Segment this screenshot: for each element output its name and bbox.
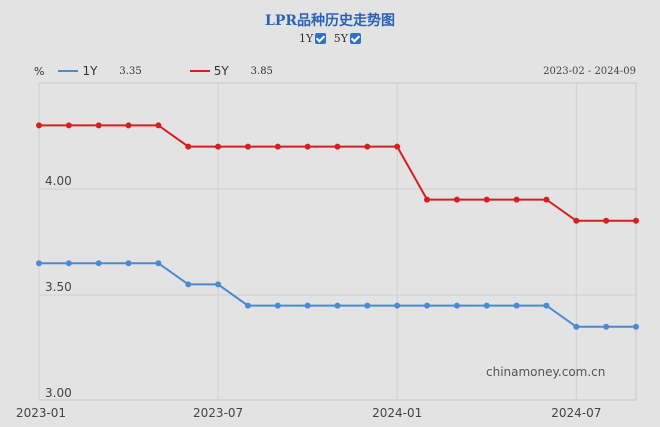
x-tick-label: 2024-07 [551, 406, 602, 420]
legend-swatch-1y [58, 70, 79, 72]
watermark: chinamoney.com.cn [486, 365, 606, 379]
chart-title: LPR品种历史走势图 [264, 13, 395, 29]
data-point[interactable] [65, 260, 72, 267]
data-point[interactable] [453, 196, 460, 203]
data-point[interactable] [125, 122, 132, 129]
data-point[interactable] [36, 122, 42, 129]
data-point[interactable] [483, 302, 490, 309]
data-point[interactable] [334, 143, 341, 150]
data-point[interactable] [603, 323, 610, 330]
data-point[interactable] [155, 122, 162, 129]
series-line-5y [39, 124, 636, 222]
legend-swatch-5y [189, 70, 210, 72]
y-tick-label: 4.00 [45, 174, 72, 188]
data-point[interactable] [304, 143, 311, 150]
data-point[interactable] [334, 302, 341, 309]
data-point[interactable] [633, 217, 639, 224]
data-point[interactable] [603, 217, 610, 224]
checkbox-checked-icon[interactable] [350, 33, 362, 44]
legend-label-5y: 5Y [213, 64, 229, 78]
data-point[interactable] [573, 217, 580, 224]
data-point[interactable] [513, 196, 520, 203]
data-point[interactable] [125, 260, 132, 267]
data-point[interactable] [215, 143, 222, 150]
x-tick-label: 2024-01 [372, 406, 423, 420]
data-point[interactable] [215, 281, 222, 288]
date-range: 2023-02 - 2024-09 [543, 66, 636, 77]
data-point[interactable] [364, 143, 371, 150]
data-point[interactable] [483, 196, 490, 203]
y-tick-label: 3.00 [45, 386, 72, 400]
data-point[interactable] [543, 196, 550, 203]
data-point[interactable] [304, 302, 311, 309]
checkbox-checked-icon[interactable] [315, 33, 327, 44]
x-tick-label: 2023-07 [193, 406, 244, 420]
toggle-5y[interactable]: 5Y [333, 32, 362, 45]
data-point[interactable] [95, 260, 102, 267]
data-point[interactable] [65, 122, 72, 129]
series-toggles: 1Y 5Y [0, 32, 660, 45]
data-point[interactable] [513, 302, 520, 309]
data-point[interactable] [573, 323, 580, 330]
data-point[interactable] [424, 196, 431, 203]
data-point[interactable] [185, 281, 192, 288]
data-point[interactable] [394, 302, 401, 309]
data-point[interactable] [36, 260, 42, 267]
legend-value-1y: 3.35 [119, 65, 142, 77]
data-point[interactable] [185, 143, 192, 150]
data-point[interactable] [244, 302, 251, 309]
x-tick-label: 2023-01 [15, 406, 67, 420]
y-tick-label: 3.50 [45, 280, 72, 294]
legend-label-1y: 1Y [82, 64, 98, 78]
plot-frame [38, 82, 637, 401]
data-point[interactable] [424, 302, 431, 309]
data-point[interactable] [394, 143, 401, 150]
toggle-1y[interactable]: 1Y [298, 32, 327, 45]
data-point[interactable] [453, 302, 460, 309]
data-point[interactable] [633, 323, 639, 330]
data-point[interactable] [274, 302, 281, 309]
data-point[interactable] [364, 302, 371, 309]
toggle-1y-label: 1Y [298, 32, 314, 45]
data-point[interactable] [244, 143, 251, 150]
toggle-5y-label: 5Y [333, 32, 349, 45]
data-point[interactable] [274, 143, 281, 150]
data-point[interactable] [155, 260, 162, 267]
data-point[interactable] [95, 122, 102, 129]
data-point[interactable] [543, 302, 550, 309]
unit-label: % [34, 64, 45, 78]
chart-legend: % 1Y 3.35 5Y 3.85 [34, 64, 321, 78]
legend-value-5y: 3.85 [250, 65, 273, 77]
